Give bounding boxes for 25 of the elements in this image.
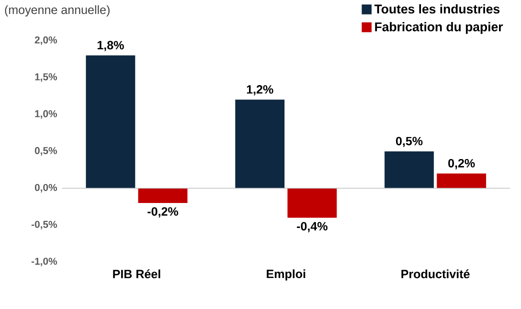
legend-label: Fabrication du papier [375, 22, 503, 34]
text: (moyenne annuelle) [5, 5, 110, 16]
data-label: -0,4% [296, 222, 328, 232]
x-tick-label: Productivité [401, 269, 470, 278]
y-tick-label: 1,5% [35, 73, 58, 82]
y-tick-label: 1,0% [35, 110, 58, 119]
bar [235, 100, 285, 188]
data-label: 1,8% [98, 40, 124, 52]
y-tick-label: 2,0% [34, 36, 58, 45]
x-tick-label: PIB Réel [113, 269, 160, 278]
data-label: -0,2% [148, 207, 178, 218]
data-label: 0,5% [396, 136, 423, 148]
data-label: 1,2% [246, 85, 274, 96]
data-label: 0,2% [448, 158, 475, 170]
bar [138, 188, 188, 203]
x-tick-label: Emploi [266, 269, 306, 281]
legend-label: Toutes les industries [374, 4, 500, 14]
bar [384, 151, 434, 188]
y-tick-label: -0,5% [32, 220, 58, 230]
y-tick-label: -1,0% [32, 258, 58, 266]
bar [436, 173, 486, 188]
bar [86, 55, 136, 188]
y-tick-label: 0,5% [34, 147, 58, 156]
y-tick-label: 0,0% [34, 184, 58, 192]
bar [287, 188, 337, 218]
